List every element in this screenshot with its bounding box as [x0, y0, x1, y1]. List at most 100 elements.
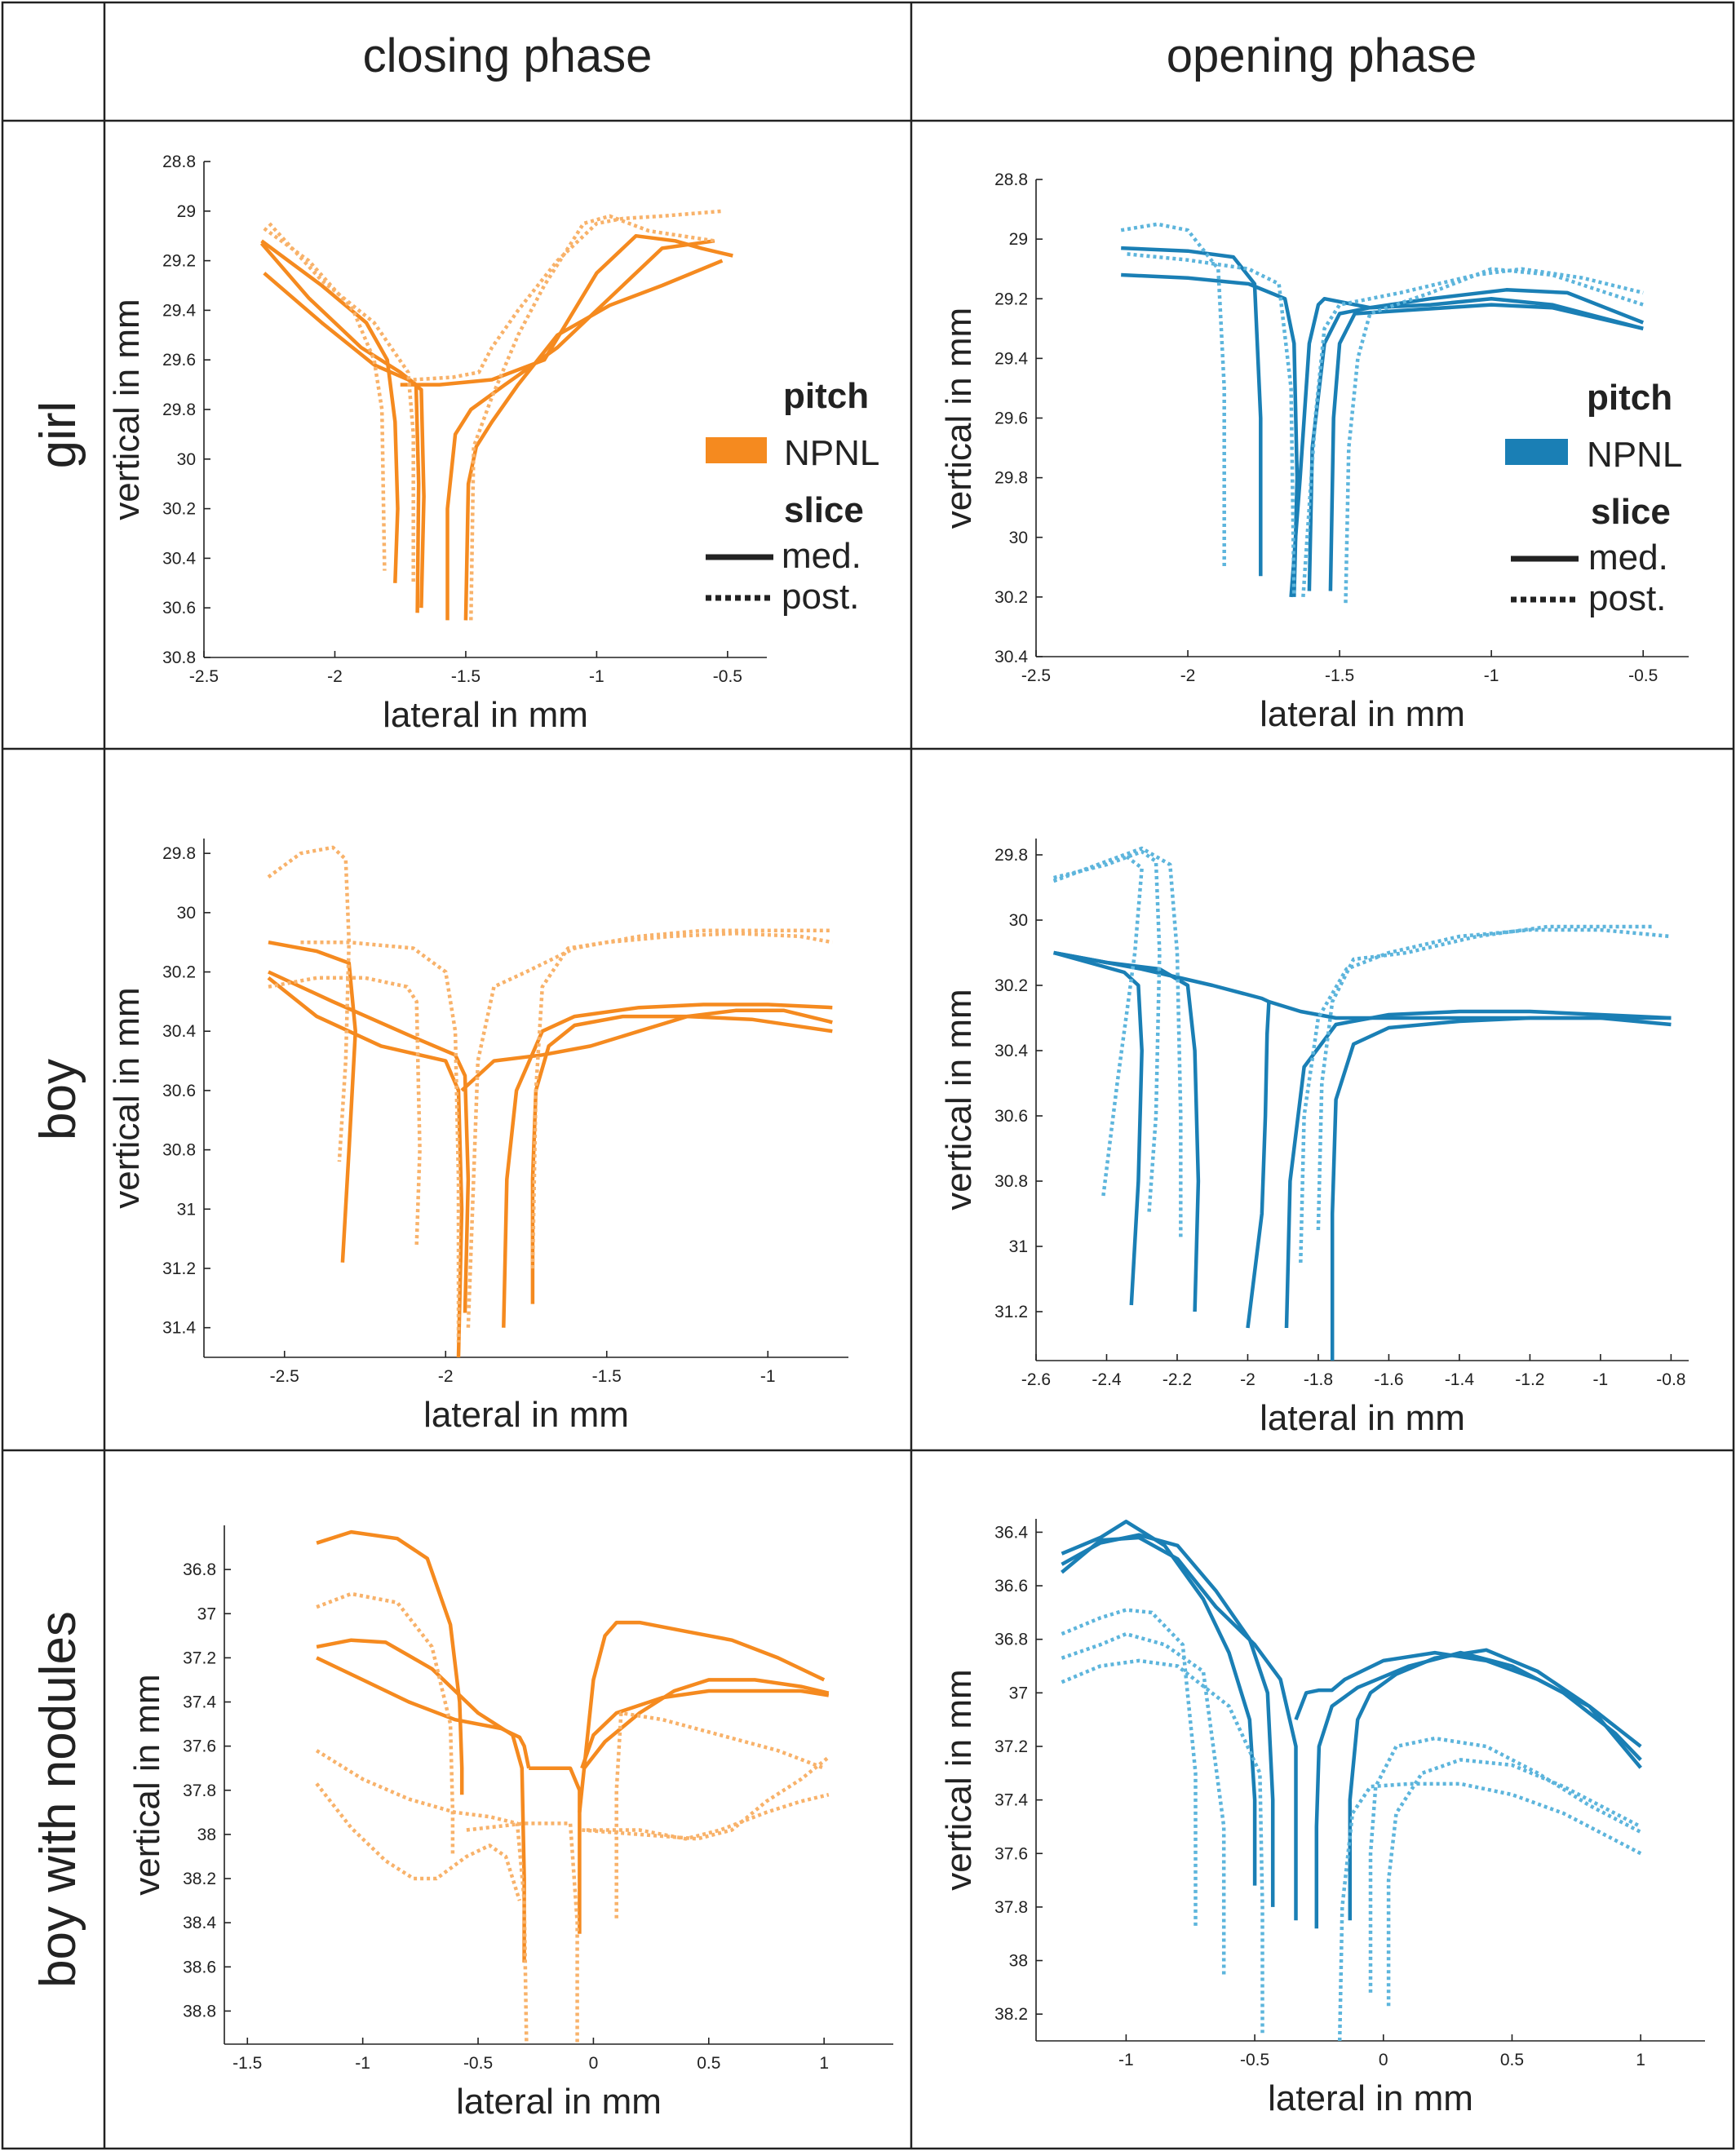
- y-tick-label: 31: [1009, 1237, 1028, 1256]
- series-line-med: [502, 1002, 833, 1328]
- chart-nodules-opening: 36.4 36.6 36.8 37 37.2 37.4 37.6 37.8 38 38.2 -1 -0…: [939, 1519, 1705, 2118]
- series-line-med: [530, 1014, 833, 1304]
- legend-post-label: post.: [1588, 578, 1666, 618]
- chart-boy-closing: 29.8 30 30.2 30.4 30.6 30.8 31 31.2 31.4 -2.5 -2 -1…: [107, 839, 848, 1435]
- x-tick-label: -1: [760, 1367, 776, 1386]
- y-tick-label: 30: [1009, 911, 1028, 930]
- y-tick-label: 37.6: [183, 1737, 216, 1756]
- y-tick-label: 31.2: [994, 1303, 1028, 1321]
- y-tick-label: 30.8: [162, 648, 196, 667]
- x-tick-label: -2: [1240, 1370, 1256, 1389]
- header-opening-phase: opening phase: [1167, 29, 1477, 82]
- series-line-post: [267, 845, 352, 1162]
- x-tick-label: 0: [589, 2054, 599, 2073]
- series-line-med: [463, 259, 724, 621]
- series-line-post: [315, 1749, 529, 2045]
- y-tick-label: 37.2: [183, 1649, 216, 1667]
- y-tick-label: 30: [177, 450, 196, 469]
- series-line-post: [530, 932, 833, 1269]
- x-tick-label: -1.4: [1445, 1370, 1475, 1389]
- series-line-post: [300, 940, 461, 1343]
- x-tick-label: -0.5: [463, 2054, 493, 2073]
- x-axis-label: lateral in mm: [1260, 1398, 1465, 1438]
- x-tick-label: -1.5: [232, 2054, 262, 2073]
- series-line-med: [400, 233, 733, 387]
- y-tick-label: 30.6: [994, 1107, 1028, 1126]
- legend-pitch-value: NPNL: [1587, 435, 1682, 475]
- x-tick-label: 1: [819, 2054, 829, 2073]
- series-line-med: [1053, 950, 1271, 1329]
- x-axis-label: lateral in mm: [1260, 694, 1465, 734]
- y-tick-label: 36.8: [994, 1631, 1028, 1649]
- y-tick-label: 30.6: [162, 599, 196, 617]
- y-tick-label: 31: [177, 1200, 196, 1219]
- series-line-post: [1120, 222, 1226, 568]
- x-tick-label: -1.8: [1304, 1370, 1333, 1389]
- y-tick-label: 31.4: [162, 1319, 196, 1338]
- x-tick-label: -0.5: [1240, 2051, 1269, 2069]
- x-tick-label: -1.6: [1374, 1370, 1403, 1389]
- series-line-med: [1330, 1016, 1672, 1361]
- header-closing-phase: closing phase: [363, 29, 653, 82]
- series-line-post: [466, 1821, 579, 2044]
- y-tick-label: 30.4: [162, 1022, 196, 1041]
- y-tick-label: 30.2: [994, 976, 1028, 995]
- series-line-post: [469, 214, 715, 621]
- series-line-post: [1337, 1781, 1642, 2042]
- y-tick-label: 30.2: [162, 963, 196, 982]
- legend-slice-title: slice: [784, 490, 864, 530]
- y-axis-label: vertical in mm: [127, 1674, 167, 1895]
- series-line-med: [529, 1766, 582, 1934]
- y-tick-label: 30.2: [994, 588, 1028, 607]
- y-tick-label: 30: [177, 904, 196, 923]
- series-line-med: [582, 1678, 830, 1770]
- y-tick-label: 37.2: [994, 1737, 1028, 1756]
- x-tick-label: -1.5: [451, 667, 480, 686]
- legend-med-label: med.: [782, 536, 861, 576]
- x-tick-label: -0.5: [713, 667, 742, 686]
- y-axis-label: vertical in mm: [939, 989, 979, 1210]
- y-tick-label: 30.6: [162, 1082, 196, 1100]
- series-line-med: [268, 940, 357, 1263]
- y-tick-label: 29.8: [994, 846, 1028, 865]
- y-axis-label: vertical in mm: [939, 308, 979, 529]
- x-tick-label: -2.5: [270, 1367, 299, 1386]
- chart-boy-opening: 29.8 30 30.2 30.4 30.6 30.8 31 31.2 -2.6 -2.4 -2.2…: [939, 839, 1689, 1438]
- series-line-med: [1052, 950, 1144, 1306]
- y-tick-label: 29.2: [994, 290, 1028, 308]
- legend-pitch-swatch: [706, 437, 767, 463]
- series-line-med: [268, 970, 471, 1313]
- series-line-med: [1284, 1009, 1672, 1329]
- series-line-med: [1121, 246, 1263, 577]
- series-line-post: [1061, 1608, 1198, 1929]
- series-line-post: [268, 976, 422, 1245]
- x-tick-label: -1: [355, 2054, 370, 2073]
- series-line-post: [614, 1711, 826, 1919]
- y-axis-label: vertical in mm: [107, 299, 147, 520]
- series-line-post: [1344, 267, 1644, 604]
- y-tick-label: 37.4: [994, 1791, 1028, 1810]
- series-line-post: [1053, 849, 1162, 1215]
- series-line-post: [316, 1591, 455, 1857]
- series-line-med: [445, 239, 715, 621]
- y-tick-label: 38.4: [183, 1914, 216, 1932]
- y-axis-label: vertical in mm: [939, 1669, 979, 1890]
- y-tick-label: 38.2: [183, 1870, 216, 1888]
- row-label-boy-with-nodules: boy with nodules: [30, 1611, 86, 1988]
- legend-closing: pitch NPNL slice med. post.: [706, 376, 879, 617]
- y-tick-label: 29.4: [162, 301, 196, 320]
- series-line-post: [1127, 252, 1296, 597]
- x-tick-label: -2.5: [1021, 666, 1051, 685]
- x-tick-label: -1: [589, 667, 604, 686]
- x-axis-label: lateral in mm: [1268, 2078, 1473, 2118]
- row-label-boy: boy: [30, 1059, 86, 1140]
- x-tick-label: -2.2: [1162, 1370, 1192, 1389]
- series-line-post: [263, 227, 387, 571]
- legend-slice-title: slice: [1591, 492, 1671, 532]
- series-line-post: [1301, 267, 1644, 598]
- series-line-post: [1368, 1736, 1642, 1993]
- x-tick-label: 0.5: [697, 2054, 720, 2073]
- legend-post-label: post.: [782, 577, 859, 617]
- y-tick-label: 38: [197, 1826, 216, 1844]
